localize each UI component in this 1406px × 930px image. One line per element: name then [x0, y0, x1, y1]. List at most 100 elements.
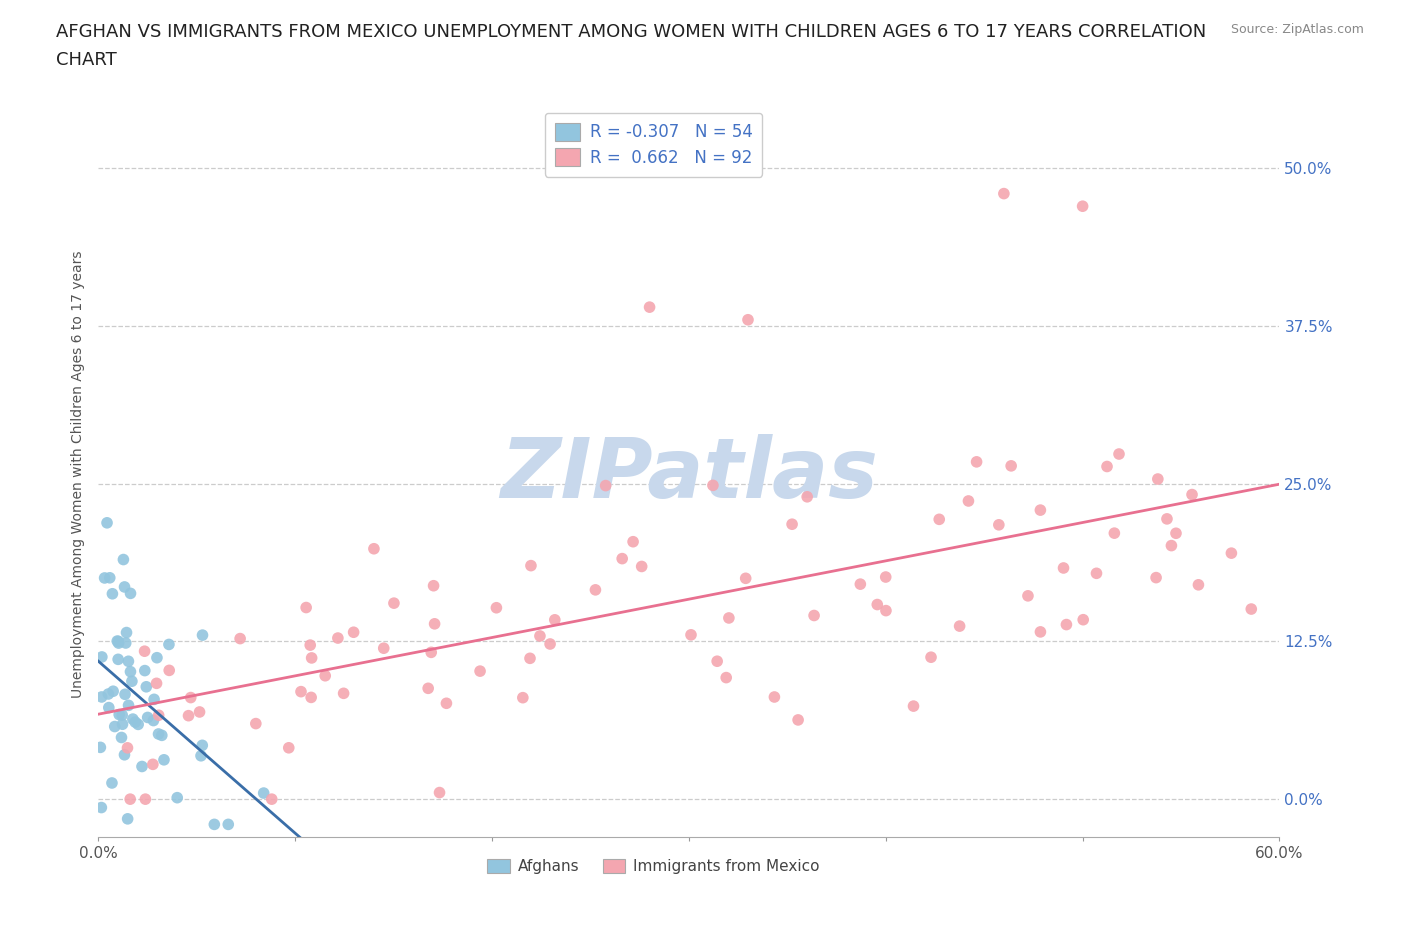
Point: [97, 686, 120, 701]
Point: [875, 604, 897, 618]
Point: [101, 684, 124, 698]
Point: [111, 708, 134, 723]
Point: [796, 489, 818, 504]
Point: [121, 711, 143, 726]
Point: [866, 597, 889, 612]
Point: [120, 586, 142, 601]
Point: [737, 312, 759, 327]
Point: [717, 610, 740, 625]
Point: [966, 455, 988, 470]
Point: [1220, 546, 1243, 561]
Point: [117, 654, 139, 669]
Point: [734, 571, 756, 586]
Point: [382, 596, 405, 611]
Point: [423, 617, 446, 631]
Point: [135, 679, 157, 694]
Point: [90, 689, 112, 704]
Point: [191, 628, 214, 643]
Point: [436, 696, 458, 711]
Point: [1160, 538, 1182, 553]
Point: [763, 689, 786, 704]
Point: [1017, 589, 1039, 604]
Point: [529, 629, 551, 644]
Point: [90, 649, 112, 664]
Point: [124, 714, 146, 729]
Point: [114, 635, 136, 650]
Point: [706, 654, 728, 669]
Point: [595, 478, 617, 493]
Point: [190, 749, 212, 764]
Point: [145, 676, 167, 691]
Point: [1181, 487, 1204, 502]
Point: [520, 558, 543, 573]
Point: [115, 625, 138, 640]
Point: [849, 577, 872, 591]
Point: [638, 299, 661, 314]
Point: [114, 687, 136, 702]
Point: [299, 690, 322, 705]
Legend: Afghans, Immigrants from Mexico: Afghans, Immigrants from Mexico: [481, 853, 825, 880]
Point: [326, 631, 349, 645]
Point: [202, 817, 225, 831]
Point: [142, 757, 165, 772]
Point: [630, 559, 652, 574]
Point: [621, 534, 644, 549]
Point: [512, 690, 534, 705]
Point: [127, 717, 149, 732]
Point: [716, 671, 738, 685]
Point: [485, 600, 508, 615]
Point: [117, 698, 139, 712]
Point: [97, 700, 120, 715]
Point: [217, 817, 239, 831]
Point: [1029, 503, 1052, 518]
Point: [420, 644, 443, 659]
Point: [544, 612, 567, 627]
Point: [1095, 459, 1118, 474]
Point: [373, 641, 395, 656]
Point: [679, 628, 702, 643]
Point: [177, 709, 200, 724]
Point: [993, 186, 1015, 201]
Point: [120, 664, 142, 679]
Point: [1052, 561, 1074, 576]
Point: [418, 681, 440, 696]
Point: [134, 644, 156, 658]
Point: [875, 569, 897, 584]
Point: [134, 791, 156, 806]
Point: [229, 631, 252, 646]
Point: [260, 791, 283, 806]
Point: [245, 716, 267, 731]
Point: [146, 650, 169, 665]
Point: [90, 800, 112, 815]
Point: [107, 652, 129, 667]
Point: [120, 791, 142, 806]
Text: AFGHAN VS IMMIGRANTS FROM MEXICO UNEMPLOYMENT AMONG WOMEN WITH CHILDREN AGES 6 T: AFGHAN VS IMMIGRANTS FROM MEXICO UNEMPLO…: [56, 23, 1206, 41]
Text: Source: ZipAtlas.com: Source: ZipAtlas.com: [1230, 23, 1364, 36]
Point: [107, 635, 129, 650]
Point: [583, 582, 606, 597]
Point: [1104, 525, 1126, 540]
Point: [121, 673, 143, 688]
Point: [136, 710, 159, 724]
Point: [1156, 512, 1178, 526]
Point: [920, 650, 942, 665]
Point: [299, 638, 322, 653]
Point: [253, 786, 276, 801]
Point: [191, 737, 214, 752]
Point: [104, 719, 127, 734]
Point: [301, 650, 323, 665]
Point: [131, 759, 153, 774]
Point: [1000, 458, 1022, 473]
Point: [987, 517, 1010, 532]
Point: [1108, 446, 1130, 461]
Point: [157, 663, 180, 678]
Text: ZIPatlas: ZIPatlas: [501, 433, 877, 515]
Point: [787, 712, 810, 727]
Point: [314, 669, 336, 684]
Point: [108, 707, 131, 722]
Point: [98, 570, 121, 585]
Point: [612, 551, 634, 566]
Point: [142, 713, 165, 728]
Text: CHART: CHART: [56, 51, 117, 69]
Point: [105, 633, 128, 648]
